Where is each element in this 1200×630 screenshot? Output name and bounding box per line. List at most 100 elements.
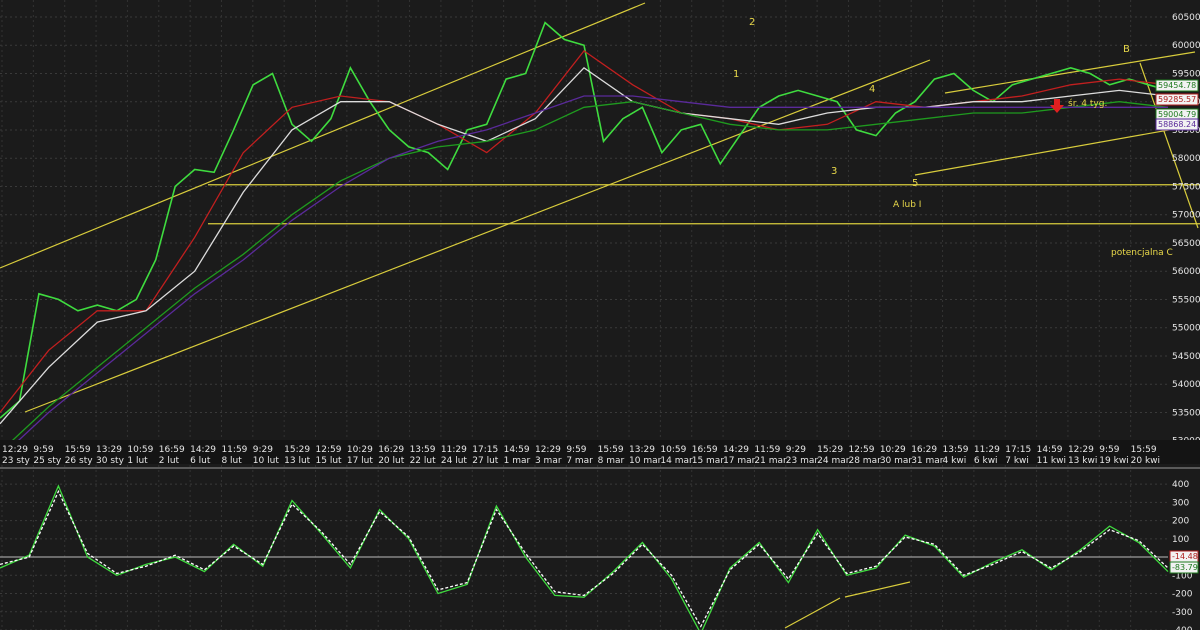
date-tick-label: 6 kwi [974, 456, 998, 466]
wave-label-1: 1 [733, 69, 739, 80]
oscillator-series [0, 484, 1169, 630]
time-tick-label: 9:59 [566, 445, 586, 455]
oscillator-tick-label: 400 [1172, 480, 1189, 490]
date-tick-label: 20 kwi [1131, 456, 1160, 466]
time-tick-label: 13:59 [943, 445, 969, 455]
recent-channel-top [944, 51, 1196, 94]
oscillator-tag-box [1169, 561, 1199, 574]
oscillator-tag-label: -14.48 [1172, 552, 1198, 561]
date-tick-label: 31 mar [911, 456, 944, 466]
price-tick-label: 55000 [1172, 324, 1200, 334]
date-tick-label: 23 mar [786, 456, 819, 466]
price-tag-label: 59285.57 [1158, 95, 1196, 104]
price-grid [0, 0, 1168, 630]
price-tag-box [1155, 118, 1199, 131]
wave-annotations: 2 1 3 4 5 B A lub I potencjalna C śr. 4 … [733, 17, 1173, 258]
date-tick-label: 24 lut [441, 456, 468, 466]
time-tick-label: 17:15 [1005, 445, 1031, 455]
average-label: śr. 4 tyg. [1068, 98, 1107, 109]
price-tag-label: 59454.78 [1158, 81, 1196, 90]
price-value-tag: 59285.57 [1155, 93, 1199, 106]
price-series-line [0, 21, 1169, 419]
date-tick-label: 19 kwi [1099, 456, 1128, 466]
date-tick-label: 1 mar [504, 456, 531, 466]
time-tick-label: 11:59 [221, 445, 247, 455]
time-tick-label: 12:29 [535, 445, 561, 455]
price-tick-label: 53500 [1172, 408, 1200, 418]
time-tick-label: 15:59 [65, 445, 91, 455]
price-tag-box [1155, 93, 1199, 106]
price-value-tag: 58868.24 [1155, 118, 1199, 131]
date-tick-label: 13 lut [284, 456, 311, 466]
time-tick-label: 11:59 [754, 445, 780, 455]
date-tick-label: 30 mar [880, 456, 913, 466]
date-tick-label: 2 lut [159, 456, 180, 466]
price-tag-label: 59004.79 [1158, 110, 1196, 119]
time-tick-label: 15:59 [598, 445, 624, 455]
time-tick-label: 10:59 [660, 445, 686, 455]
time-tick-label: 12:29 [2, 445, 28, 455]
projection-line [1139, 62, 1199, 229]
price-tick-label: 56500 [1172, 239, 1200, 249]
price-tag-label: 58868.24 [1158, 120, 1196, 129]
oscillator-tick-label: 200 [1172, 517, 1189, 527]
date-tick-label: 15 lut [316, 456, 343, 466]
oscillator-tick-label: 300 [1172, 498, 1189, 508]
time-tick-label: 15:29 [284, 445, 310, 455]
time-tick-label: 14:59 [504, 445, 530, 455]
time-tick-label: 12:59 [316, 445, 342, 455]
date-tick-label: 25 sty [33, 456, 62, 466]
date-tick-label: 6 lut [190, 456, 211, 466]
price-tick-label: 56000 [1172, 267, 1200, 277]
date-tick-label: 14 mar [660, 456, 693, 466]
time-tick-label: 9:29 [786, 445, 806, 455]
time-tick-label: 15:29 [817, 445, 843, 455]
time-tick-label: 10:29 [880, 445, 906, 455]
support-levels [208, 184, 1200, 225]
oscillator-series-line [0, 489, 1169, 628]
date-tick-label: 17 mar [723, 456, 756, 466]
date-tick-label: 26 sty [65, 456, 94, 466]
oscillator-tick-label: -300 [1172, 608, 1193, 618]
price-tick-label: 54000 [1172, 380, 1200, 390]
date-tick-label: 28 mar [848, 456, 881, 466]
price-series-line [0, 66, 1169, 425]
date-tick-label: 13 kwi [1068, 456, 1097, 466]
wave-label-b: B [1123, 44, 1130, 55]
time-tick-label: 15:59 [1131, 445, 1157, 455]
date-tick-label: 30 sty [96, 456, 125, 466]
date-tick-label: 11 kwi [1037, 456, 1066, 466]
price-value-tag: 59454.78 [1155, 79, 1199, 92]
date-tick-label: 10 mar [629, 456, 662, 466]
time-tick-label: 11:29 [974, 445, 1000, 455]
support-label: A lub I [893, 200, 921, 210]
time-tick-label: 13:29 [96, 445, 122, 455]
oscillator-grid [0, 483, 1168, 630]
price-tick-label: 58000 [1172, 154, 1200, 164]
date-tick-label: 7 mar [566, 456, 593, 466]
time-tick-label: 13:29 [629, 445, 655, 455]
wave-label-2: 2 [749, 17, 755, 28]
oscillator-trend-line [784, 597, 841, 629]
time-tick-label: 16:59 [692, 445, 718, 455]
date-tick-label: 4 kwi [943, 456, 967, 466]
date-tick-label: 1 lut [127, 456, 148, 466]
price-tick-label: 55500 [1172, 295, 1200, 305]
date-tick-label: 23 sty [2, 456, 31, 466]
wave-label-4: 4 [869, 84, 875, 95]
date-tick-label: 8 lut [221, 456, 242, 466]
time-tick-label: 10:29 [347, 445, 373, 455]
time-tick-label: 11:29 [441, 445, 467, 455]
oscillator-tick-label: -100 [1172, 571, 1193, 581]
time-tick-label: 9:29 [253, 445, 273, 455]
date-tick-label: 20 lut [378, 456, 405, 466]
time-tick-label: 16:29 [911, 445, 937, 455]
price-value-tag: 59004.79 [1155, 108, 1199, 121]
time-tick-label: 13:59 [410, 445, 436, 455]
oscillator-tick-label: -400 [1172, 626, 1193, 630]
time-tick-label: 9:59 [1099, 445, 1119, 455]
time-tick-label: 16:29 [378, 445, 404, 455]
